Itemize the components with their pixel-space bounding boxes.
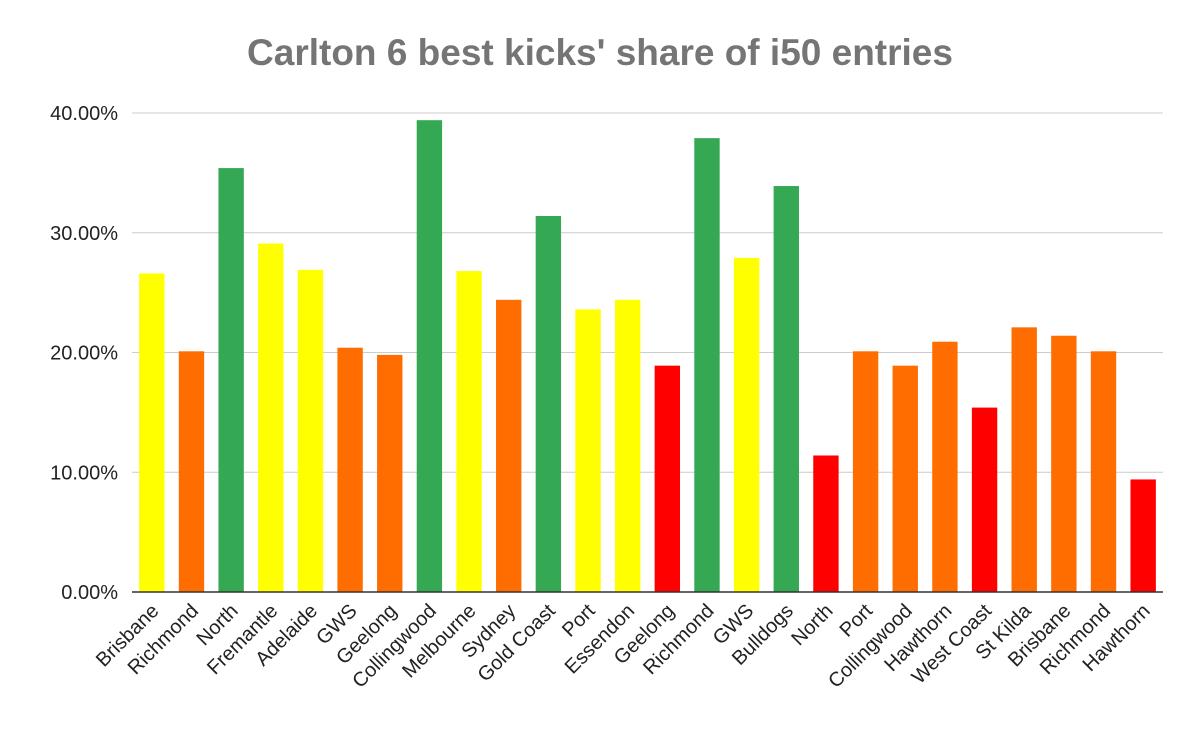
bar	[892, 365, 918, 592]
bar	[337, 347, 363, 592]
bar	[496, 299, 522, 592]
y-tick-label: 10.00%	[50, 462, 118, 484]
bar	[1011, 327, 1037, 592]
bar	[535, 215, 562, 593]
y-tick-label: 0.00%	[61, 582, 118, 604]
bars	[139, 120, 1156, 593]
bar	[218, 168, 244, 592]
y-axis-tick-labels: 0.00% 10.00% 20.00% 30.00% 40.00%	[50, 103, 118, 604]
bar	[932, 341, 958, 592]
bar	[971, 407, 998, 592]
bar	[1130, 479, 1156, 592]
bar	[297, 269, 324, 592]
bar	[456, 271, 482, 592]
bar	[654, 365, 681, 592]
x-tick-label: North	[787, 600, 837, 650]
bar	[258, 243, 284, 592]
bar	[377, 354, 403, 592]
chart-title: Carlton 6 best kicks' share of i50 entri…	[247, 32, 953, 73]
bar	[813, 455, 839, 592]
gridlines	[132, 112, 1163, 473]
bar	[614, 299, 641, 592]
bar	[178, 351, 205, 592]
bar	[733, 257, 760, 592]
y-tick-label: 30.00%	[50, 223, 118, 245]
bar	[139, 273, 165, 592]
x-axis-tick-labels: BrisbaneRichmondNorthFremantleAdelaideGW…	[92, 599, 1155, 692]
y-tick-label: 20.00%	[50, 343, 118, 365]
bar	[1090, 351, 1117, 592]
bar	[575, 309, 601, 592]
y-tick-label: 40.00%	[50, 103, 118, 125]
bar	[773, 186, 799, 593]
bar	[852, 351, 879, 592]
bar	[1051, 335, 1077, 592]
bar	[416, 120, 443, 592]
bar	[694, 138, 720, 592]
